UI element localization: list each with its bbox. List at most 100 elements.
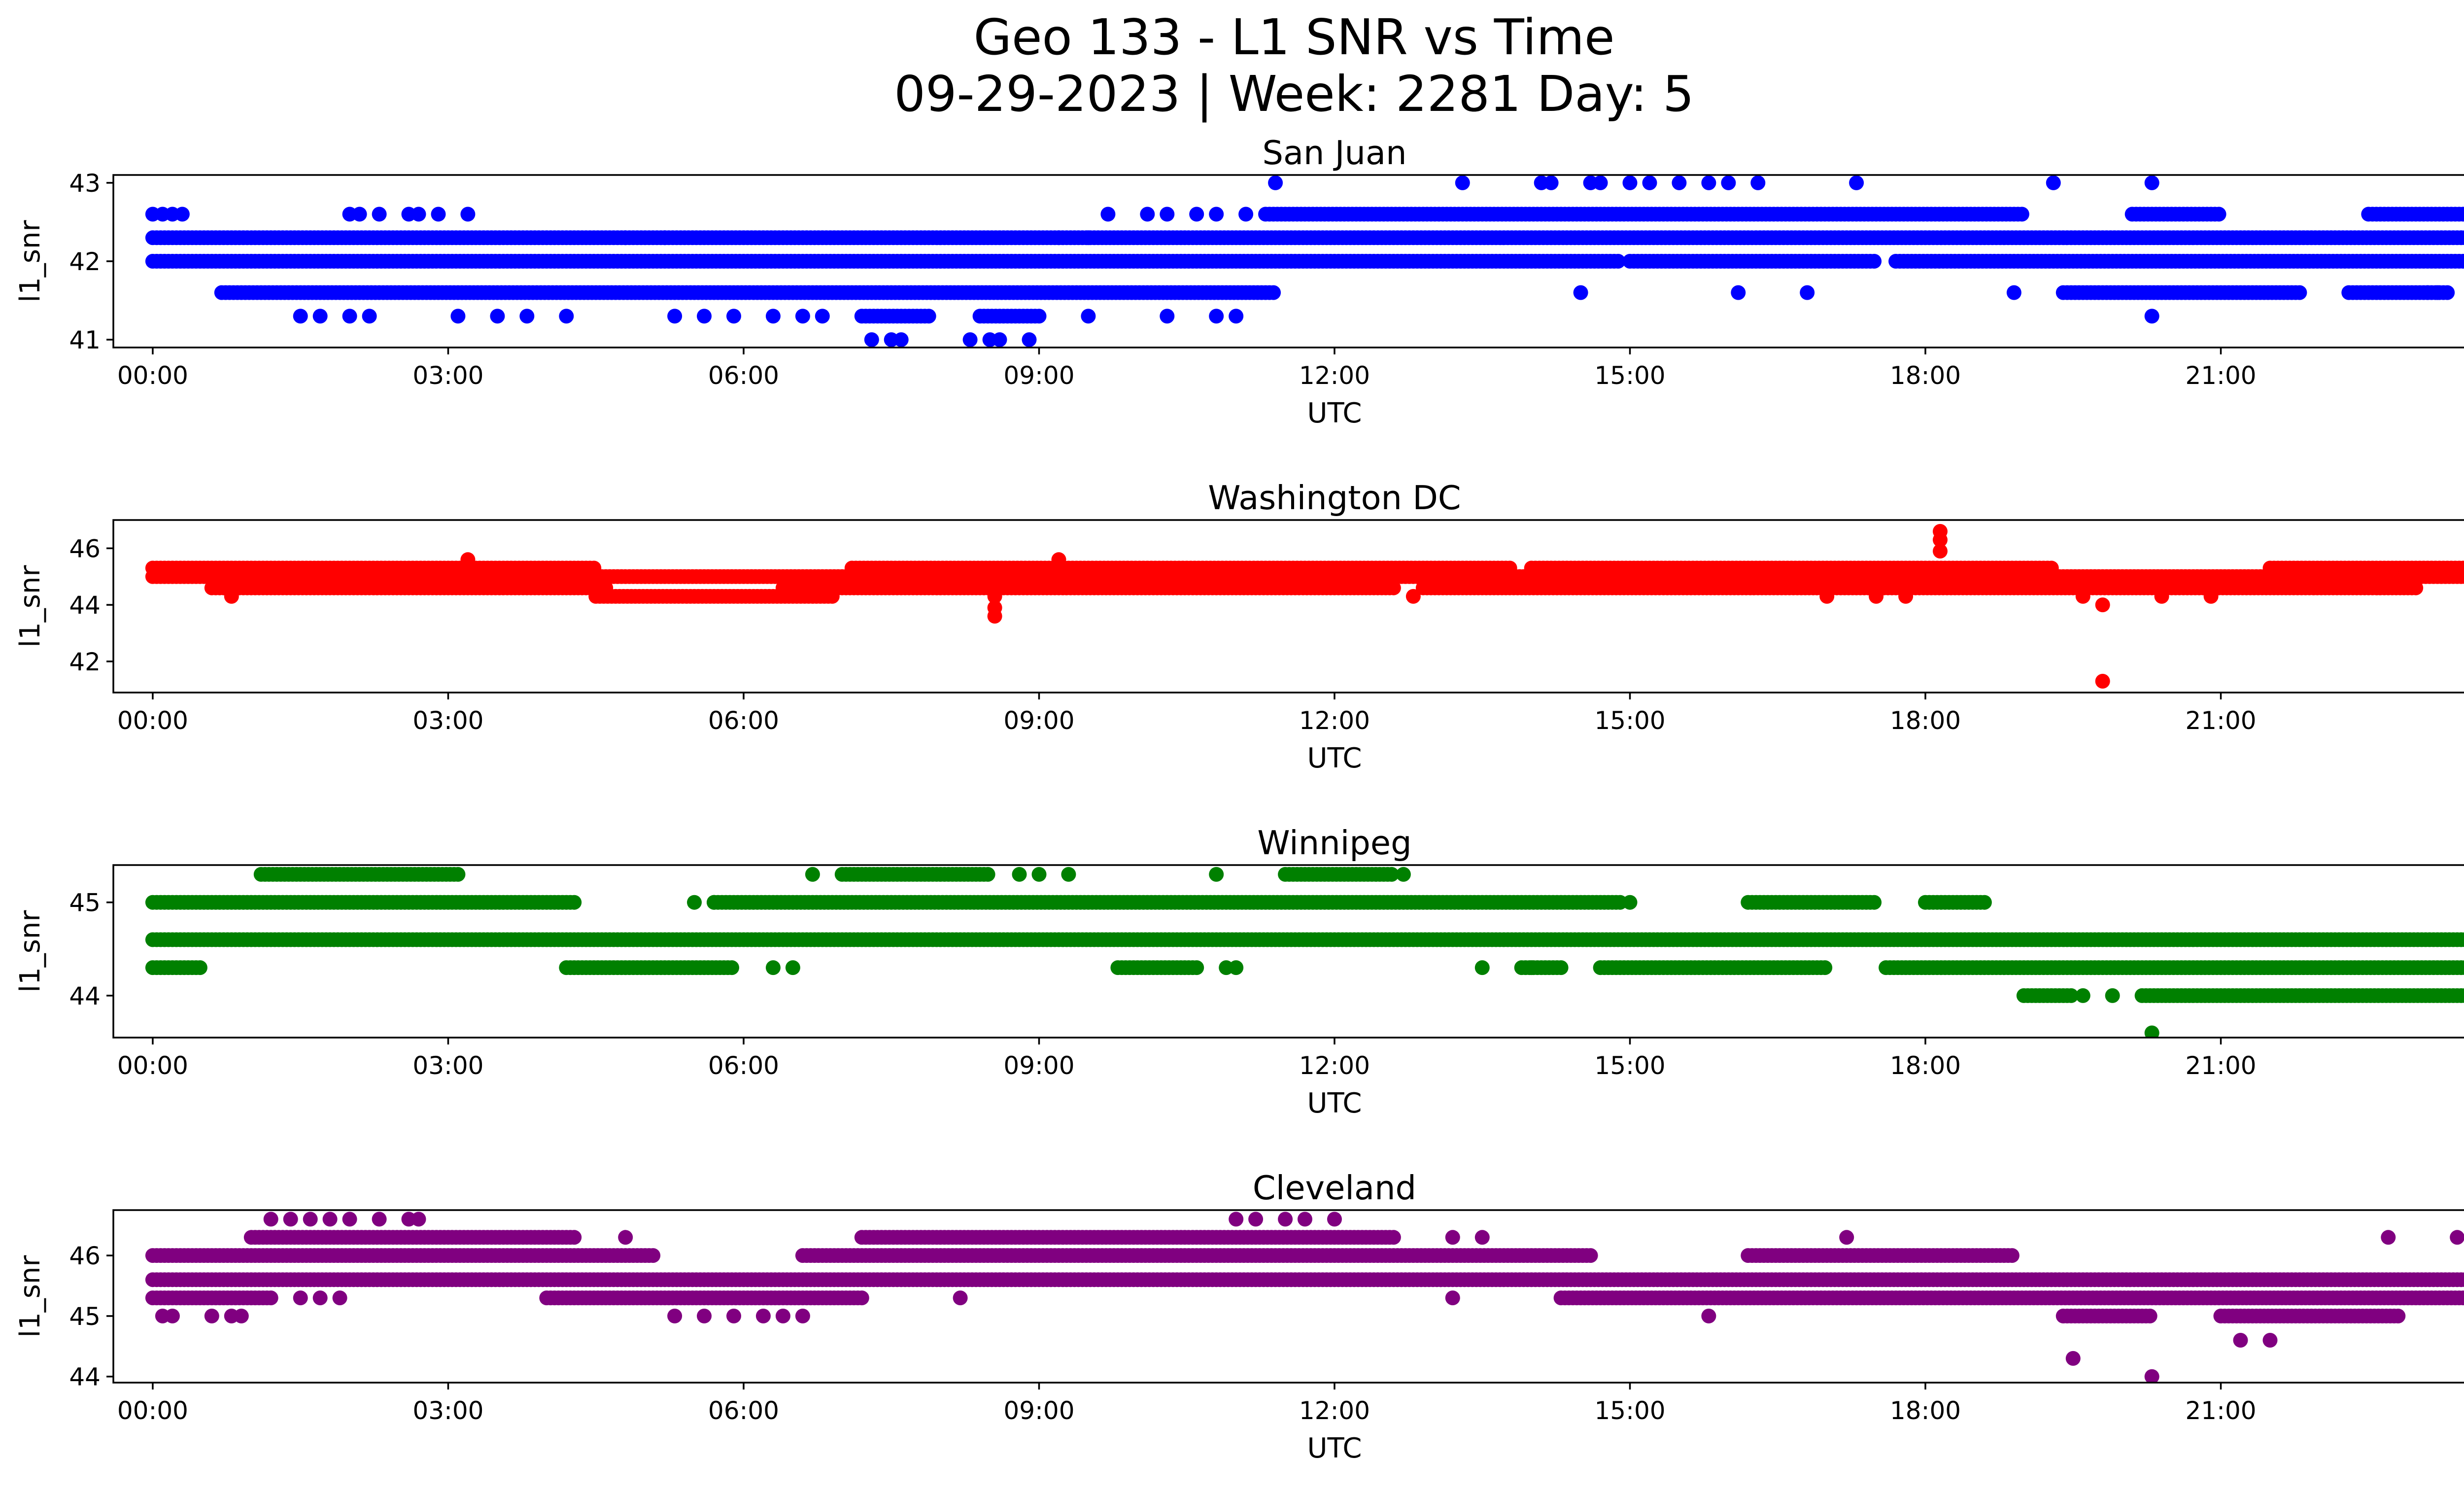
data-point xyxy=(724,960,739,975)
data-point xyxy=(697,309,712,324)
data-point xyxy=(1209,309,1224,324)
data-point xyxy=(1405,589,1421,604)
data-point xyxy=(411,207,426,222)
data-point xyxy=(1867,895,1882,910)
data-point xyxy=(174,207,190,222)
x-tick-label: 21:00 xyxy=(2186,706,2257,735)
data-point xyxy=(824,589,840,604)
y-axis-label: l1_snr xyxy=(14,220,46,303)
data-point xyxy=(2203,589,2219,604)
data-point xyxy=(1051,552,1066,567)
axes-frame xyxy=(112,519,2464,694)
y-tick-label: 46 xyxy=(69,534,101,563)
data-point xyxy=(893,332,909,348)
data-point xyxy=(1502,560,1517,576)
y-tick-label: 43 xyxy=(69,169,101,198)
data-point xyxy=(312,309,328,324)
data-point xyxy=(1140,207,1155,222)
scatter-series xyxy=(145,175,2464,348)
data-point xyxy=(2144,175,2159,190)
x-tick-label: 03:00 xyxy=(412,361,483,390)
data-point xyxy=(1731,285,1746,300)
data-point xyxy=(1229,309,1244,324)
data-point xyxy=(1266,285,1281,300)
data-point xyxy=(795,309,810,324)
data-point xyxy=(667,309,683,324)
data-point xyxy=(372,207,387,222)
data-point xyxy=(2292,285,2307,300)
data-point xyxy=(1238,207,1254,222)
data-point xyxy=(1933,544,1948,559)
figure-title-line-2: 09-29-2023 | Week: 2281 Day: 5 xyxy=(894,65,1694,123)
data-point xyxy=(559,309,574,324)
data-point xyxy=(921,309,936,324)
data-point xyxy=(864,332,879,348)
y-tick-label: 41 xyxy=(69,326,101,354)
data-point xyxy=(765,309,781,324)
data-point xyxy=(519,309,535,324)
x-tick-label: 18:00 xyxy=(1890,706,1961,735)
data-point xyxy=(586,560,602,576)
data-point xyxy=(1593,175,1608,190)
data-point xyxy=(992,332,1007,348)
x-tick-label: 12:00 xyxy=(1299,706,1370,735)
x-tick-label: 21:00 xyxy=(2186,361,2257,390)
data-point xyxy=(2095,597,2110,613)
scatter-series xyxy=(145,524,2464,689)
data-point xyxy=(1209,207,1224,222)
data-point xyxy=(618,230,633,245)
data-point xyxy=(2006,285,2021,300)
data-point xyxy=(987,589,1002,604)
data-point xyxy=(1869,589,1884,604)
figure-title-line-1: Geo 133 - L1 SNR vs Time xyxy=(974,8,1615,66)
y-tick-label: 42 xyxy=(69,247,101,276)
data-point xyxy=(1160,207,1175,222)
data-point xyxy=(1642,175,1657,190)
x-axis-label: UTC xyxy=(1307,397,1362,429)
data-point xyxy=(2154,589,2169,604)
y-axis-label: l1_snr xyxy=(14,565,46,648)
data-point xyxy=(1081,230,1096,245)
data-point xyxy=(2460,254,2464,268)
data-point xyxy=(1189,207,1204,222)
data-point xyxy=(2408,580,2424,595)
data-point xyxy=(1867,254,1882,269)
data-point xyxy=(1160,309,1175,324)
data-point xyxy=(1386,580,1401,595)
y-tick-label: 42 xyxy=(69,648,101,676)
data-point xyxy=(1100,207,1116,222)
data-point xyxy=(431,207,446,222)
panel-title: Winnipeg xyxy=(1257,824,1411,862)
data-point xyxy=(2144,309,2159,324)
panel-title: San Juan xyxy=(1262,134,1406,172)
data-point xyxy=(1622,175,1638,190)
data-point xyxy=(1455,175,1470,190)
x-tick-label: 09:00 xyxy=(1003,361,1074,390)
data-point xyxy=(2014,207,2029,222)
x-tick-label: 00:00 xyxy=(117,361,188,390)
data-point xyxy=(342,309,357,324)
data-point xyxy=(1933,524,1948,539)
x-tick-label: 15:00 xyxy=(1594,361,1665,390)
data-point xyxy=(2095,674,2110,689)
x-tick-label: 03:00 xyxy=(412,706,483,735)
data-point xyxy=(352,207,367,222)
x-axis-label: UTC xyxy=(1307,742,1362,774)
data-point xyxy=(1081,309,1096,324)
data-point xyxy=(2211,207,2226,222)
panel-title: Washington DC xyxy=(1208,479,1461,517)
data-point xyxy=(2460,561,2464,575)
data-point xyxy=(1573,285,1588,300)
data-point xyxy=(2075,589,2090,604)
data-point xyxy=(987,609,1002,624)
x-tick-label: 12:00 xyxy=(1299,361,1370,390)
data-point xyxy=(1189,960,1204,975)
data-point xyxy=(1610,254,1626,269)
data-point xyxy=(293,309,308,324)
x-tick-label: 15:00 xyxy=(1594,706,1665,735)
data-point xyxy=(1022,332,1037,348)
data-point xyxy=(1977,895,1992,910)
data-point xyxy=(2458,960,2464,975)
